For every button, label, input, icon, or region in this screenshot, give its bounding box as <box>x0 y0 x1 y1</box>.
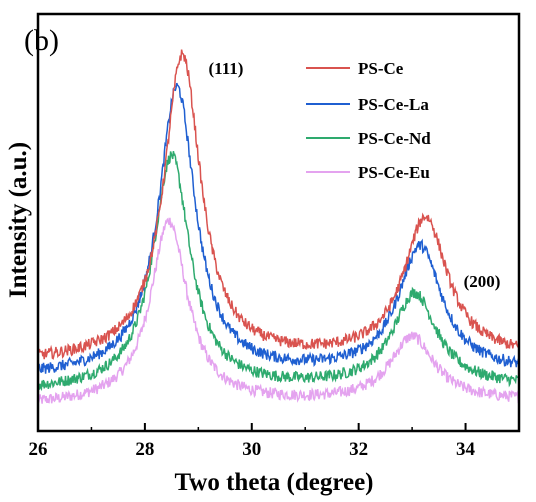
x-tick-label: 28 <box>135 439 154 460</box>
legend-label-ps-ce-la: PS-Ce-La <box>358 95 429 114</box>
plot-frame <box>36 12 521 433</box>
annotation-200: (200) <box>464 272 501 291</box>
series-line-ps-ce-la <box>37 82 520 374</box>
legend-label-ps-ce-nd: PS-Ce-Nd <box>358 129 431 148</box>
legend: PS-Ce PS-Ce-La PS-Ce-Nd PS-Ce-Eu <box>306 59 431 182</box>
panel-label: (b) <box>24 24 59 57</box>
series-line-ps-ce <box>37 49 520 360</box>
legend-label-ps-ce: PS-Ce <box>358 59 404 78</box>
x-tick-label: 32 <box>349 439 368 460</box>
x-tick-label: 30 <box>242 439 261 460</box>
ticks-layer: 26 28 30 32 34 <box>29 423 476 460</box>
annotation-111: (111) <box>209 59 244 78</box>
legend-label-ps-ce-eu: PS-Ce-Eu <box>358 163 430 182</box>
y-axis-title: Intensity (a.u.) <box>5 142 32 298</box>
series-line-ps-ce-eu <box>37 217 520 404</box>
series-line-ps-ce-nd <box>37 151 520 392</box>
series-layer <box>37 49 520 404</box>
x-tick-label: 26 <box>29 439 48 460</box>
x-axis-title: Two theta (degree) <box>174 469 373 496</box>
x-tick-label: 34 <box>456 439 476 460</box>
